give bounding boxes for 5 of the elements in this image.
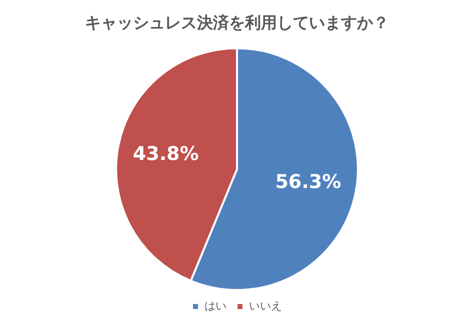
chart-title: キャッシュレス決済を利用していますか？ [85, 12, 389, 32]
legend-label: はい [204, 299, 226, 312]
data-label: 56.3% [275, 171, 342, 194]
data-label: 43.8% [132, 142, 199, 165]
legend-label: いいえ [249, 299, 282, 312]
